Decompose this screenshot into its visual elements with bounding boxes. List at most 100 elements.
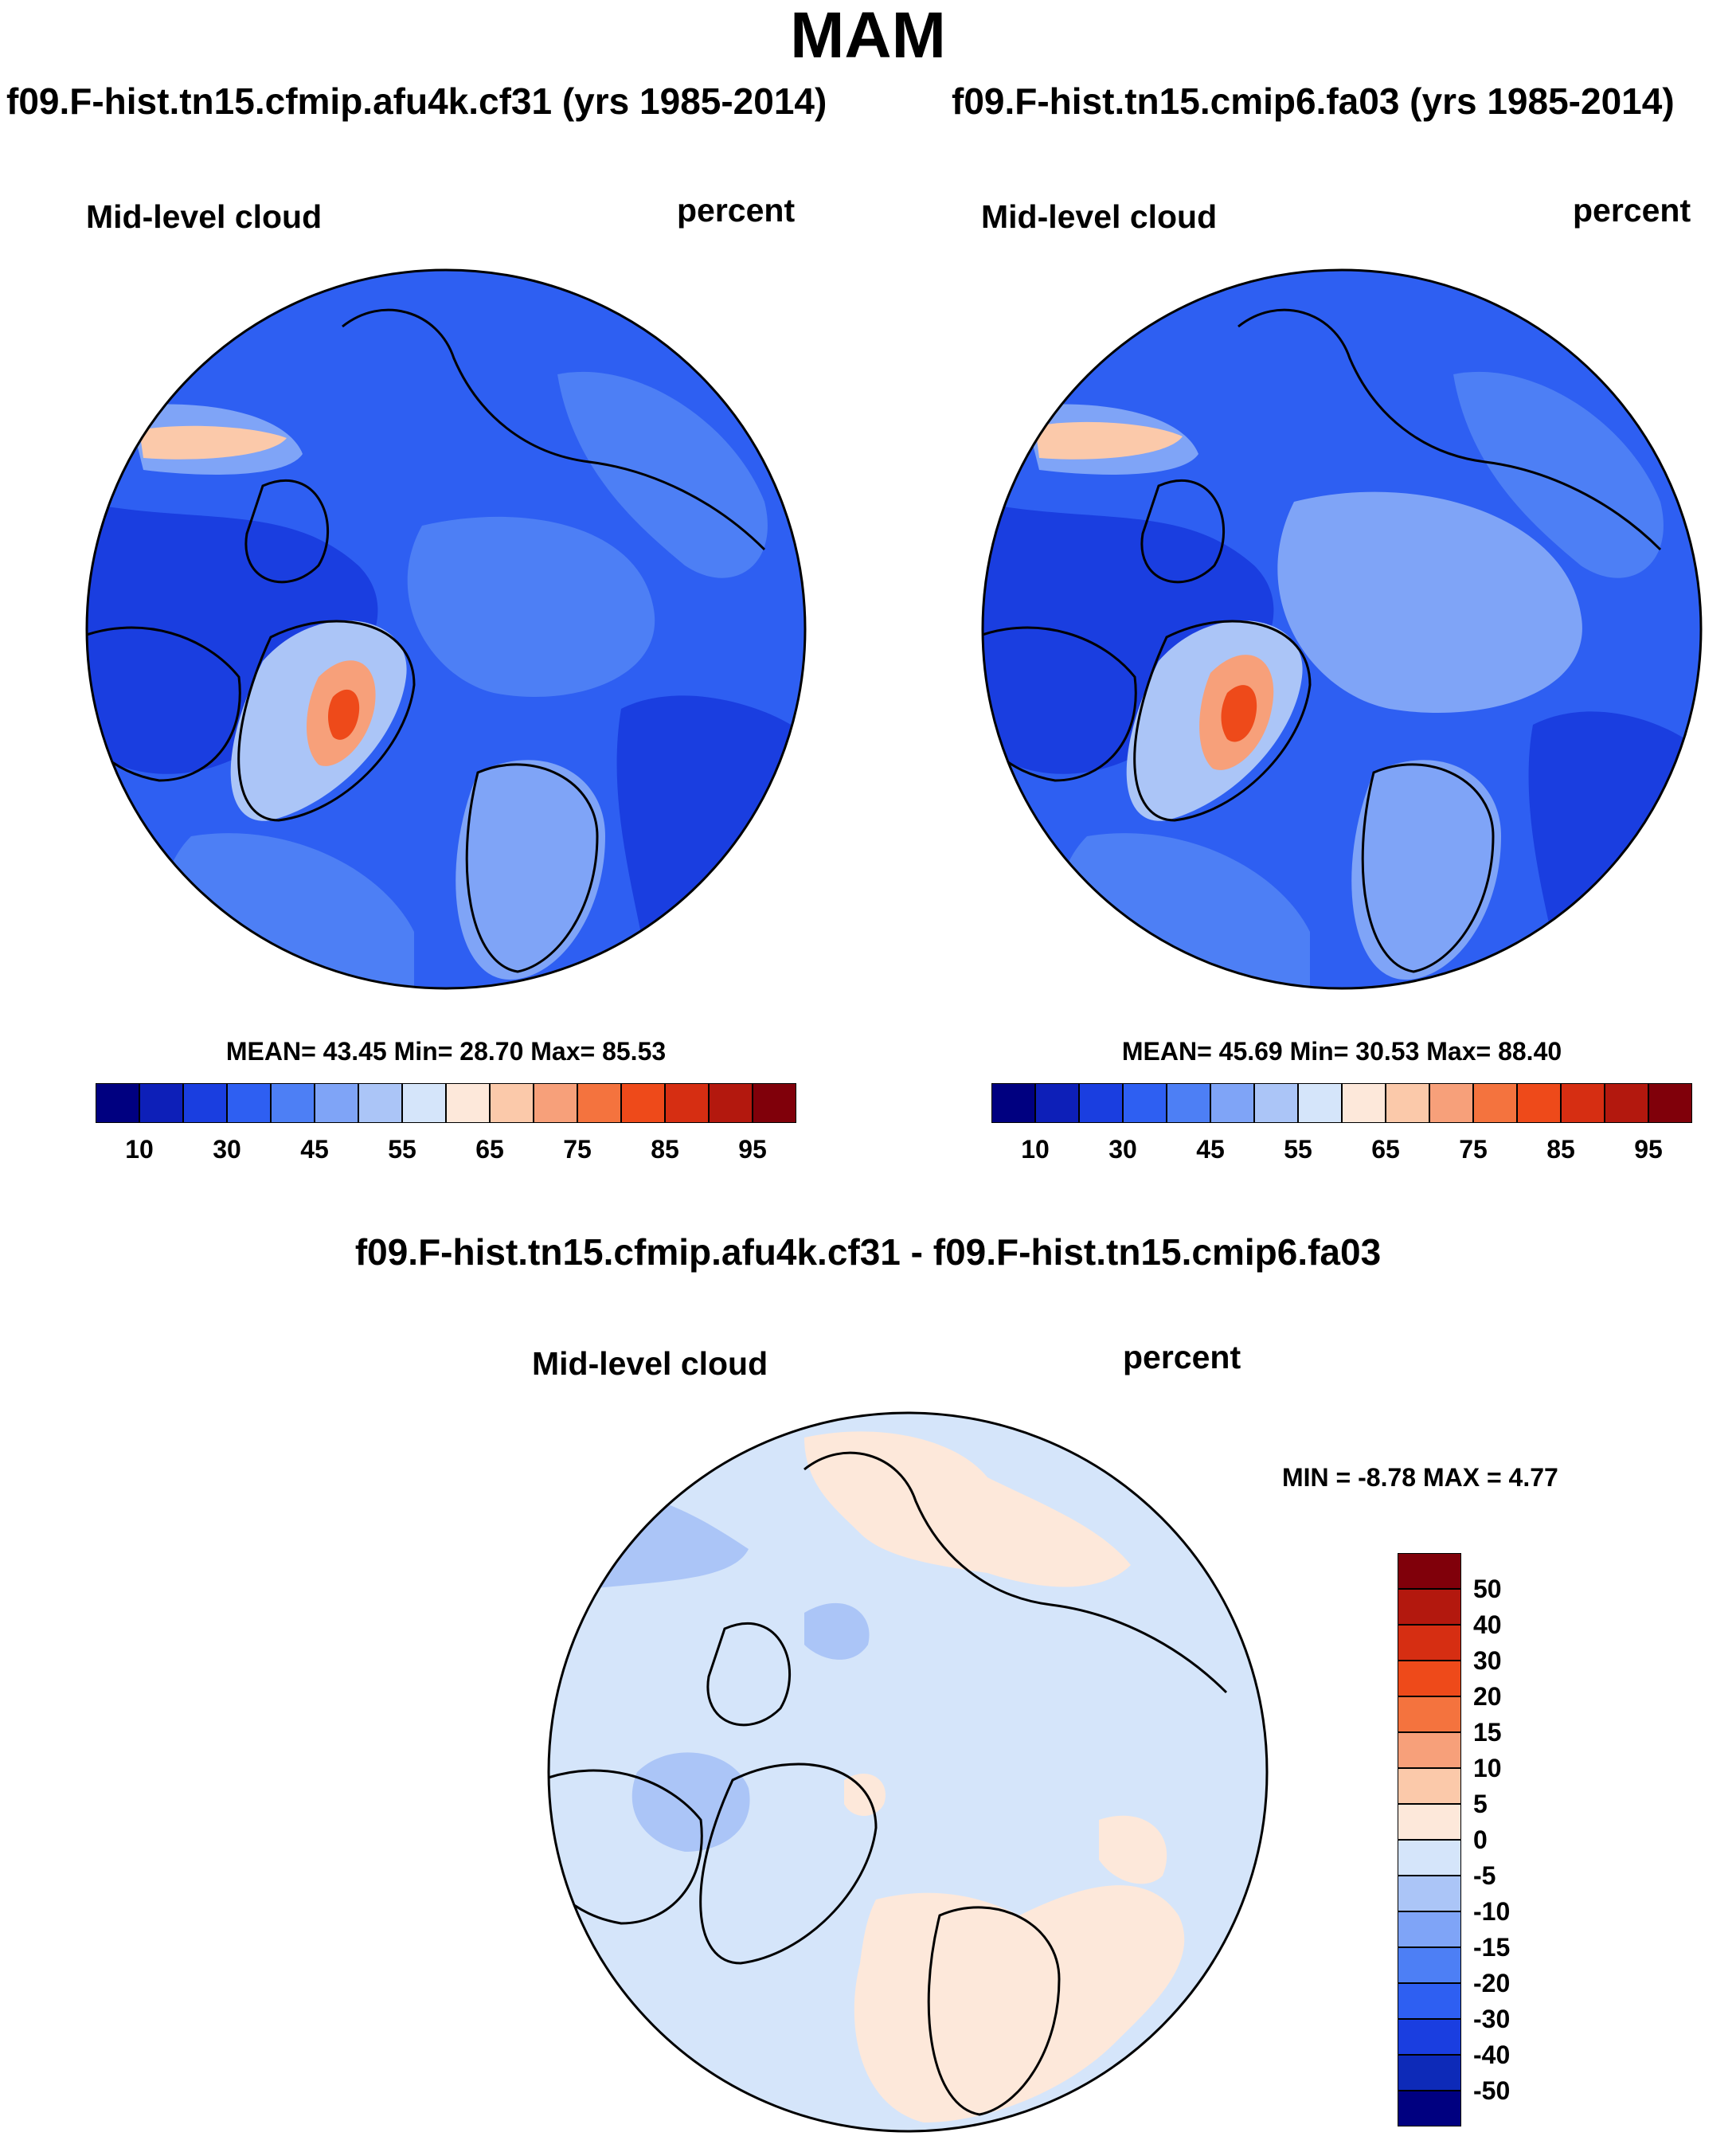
colorbar-tick-label: -20 [1473, 1969, 1511, 1997]
colorbar-swatch [1297, 1083, 1343, 1123]
colorbar-tick-label: 30 [213, 1135, 241, 1164]
colorbar-tick-label: 40 [1473, 1610, 1502, 1639]
colorbar-swatch [1472, 1083, 1518, 1123]
diff-coastline-scandinavia [927, 1906, 1061, 2116]
diff-field-eurasia-positive [1099, 1815, 1167, 1884]
right-field-siberia [1453, 371, 1664, 578]
right-colorbar [991, 1083, 1692, 1123]
colorbar-swatch [1385, 1083, 1430, 1123]
colorbar-swatch [1166, 1083, 1211, 1123]
colorbar-swatch [1398, 2090, 1461, 2126]
left-colorbar [96, 1083, 796, 1123]
colorbar-swatch [270, 1083, 315, 1123]
right-coastline-arctic-islands [1140, 479, 1226, 584]
diff-polar-map [547, 1411, 1269, 2133]
diff-coastline-arctic-islands [706, 1622, 792, 1727]
diff-map-edge [547, 1411, 1269, 2133]
colorbar-swatch [1560, 1083, 1605, 1123]
colorbar-swatch [664, 1083, 710, 1123]
left-map-edge [85, 268, 807, 990]
right-coastline-greenland [1133, 620, 1312, 822]
colorbar-swatch [1341, 1083, 1386, 1123]
diff-field-canada-negative [631, 1752, 750, 1852]
colorbar-tick-label: 65 [1371, 1135, 1400, 1164]
left-coastline-scandinavia [465, 763, 599, 973]
left-field-pacific-peak [139, 425, 287, 460]
colorbar-tick-label: 65 [475, 1135, 504, 1164]
colorbar-swatch [1398, 1767, 1461, 1805]
colorbar-tick-label: 95 [1634, 1135, 1663, 1164]
colorbar-tick-label: 0 [1473, 1825, 1488, 1854]
colorbar-swatch [314, 1083, 359, 1123]
right-variable-label: Mid-level cloud [981, 198, 1218, 235]
colorbar-swatch [1398, 1946, 1461, 1984]
colorbar-swatch [1648, 1083, 1692, 1123]
right-polar-map [981, 268, 1703, 990]
left-field-greenland-max [328, 689, 360, 740]
colorbar-swatch [1122, 1083, 1167, 1123]
colorbar-swatch [1398, 2018, 1461, 2056]
colorbar-tick-label: 30 [1108, 1135, 1137, 1164]
colorbar-swatch [358, 1083, 403, 1123]
left-field-arctic-basin [407, 516, 655, 698]
colorbar-tick-label: 30 [1473, 1646, 1502, 1675]
left-stats: MEAN= 43.45 Min= 28.70 Max= 85.53 [225, 1037, 667, 1066]
colorbar-tick-label: -40 [1473, 2040, 1511, 2069]
diff-field-greenland-positive [844, 1773, 886, 1816]
colorbar-swatch [1398, 1553, 1461, 1590]
colorbar-swatch [1429, 1083, 1474, 1123]
diff-variable-label: Mid-level cloud [532, 1345, 768, 1382]
right-field-lowcloud-east [1528, 711, 1701, 988]
colorbar-tick-label: 75 [1459, 1135, 1488, 1164]
colorbar-tick-label: 5 [1473, 1790, 1488, 1818]
left-field-scandinavia [456, 760, 605, 980]
diff-units-label: percent [1123, 1339, 1241, 1375]
colorbar-tick-label: 95 [738, 1135, 767, 1164]
colorbar-swatch [577, 1083, 622, 1123]
colorbar-swatch [445, 1083, 491, 1123]
diff-coastline-greenland [699, 1763, 878, 1965]
right-map-edge [981, 268, 1703, 990]
colorbar-swatch [1078, 1083, 1124, 1123]
right-field-pacific-peak [1035, 421, 1183, 460]
colorbar-swatch [1516, 1083, 1562, 1123]
colorbar-tick-label: 75 [563, 1135, 592, 1164]
left-polar-map [85, 268, 807, 990]
colorbar-swatch [1210, 1083, 1255, 1123]
left-case-title: f09.F-hist.tn15.cfmip.afu4k.cf31 (yrs 19… [6, 80, 827, 122]
left-units-label: percent [677, 192, 796, 229]
left-coastline-eurasia [342, 308, 766, 551]
left-coastline-arctic-islands [244, 479, 330, 584]
colorbar-swatch [1398, 2054, 1461, 2091]
colorbar-swatch [1398, 1731, 1461, 1769]
diff-case-title: f09.F-hist.tn15.cfmip.afu4k.cf31 - f09.F… [354, 1231, 1382, 1273]
colorbar-swatch [1398, 1839, 1461, 1876]
colorbar-swatch [182, 1083, 228, 1123]
colorbar-tick-label: 10 [1473, 1754, 1502, 1782]
left-field-lowcloud-east [616, 695, 805, 988]
colorbar-swatch [1398, 1875, 1461, 1912]
colorbar-swatch [401, 1083, 447, 1123]
colorbar-tick-label: 55 [388, 1135, 416, 1164]
colorbar-swatch [489, 1083, 534, 1123]
colorbar-tick-label: -10 [1473, 1897, 1511, 1926]
diff-colorbar [1398, 1553, 1461, 2126]
right-field-scandinavia [1351, 760, 1501, 980]
colorbar-tick-label: -15 [1473, 1933, 1511, 1962]
colorbar-tick-label: 45 [1196, 1135, 1225, 1164]
colorbar-swatch [1398, 1588, 1461, 1626]
right-field-greenland-max [1221, 685, 1257, 742]
diff-field-europe-positive [854, 1885, 1185, 2122]
colorbar-swatch [1398, 1660, 1461, 1697]
diff-field-arctic-negative [804, 1602, 870, 1660]
right-units-label: percent [1573, 192, 1691, 229]
colorbar-swatch [620, 1083, 666, 1123]
diff-field-siberia-positive [804, 1431, 1131, 1587]
colorbar-tick-label: -50 [1473, 2076, 1511, 2105]
left-colorbar-ticks: 10 30 45 55 65 75 85 95 [96, 1135, 796, 1167]
colorbar-tick-label: 55 [1284, 1135, 1312, 1164]
colorbar-tick-label: 20 [1473, 1682, 1502, 1711]
colorbar-tick-label: 10 [1021, 1135, 1050, 1164]
colorbar-swatch [1253, 1083, 1299, 1123]
left-variable-label: Mid-level cloud [86, 198, 323, 235]
